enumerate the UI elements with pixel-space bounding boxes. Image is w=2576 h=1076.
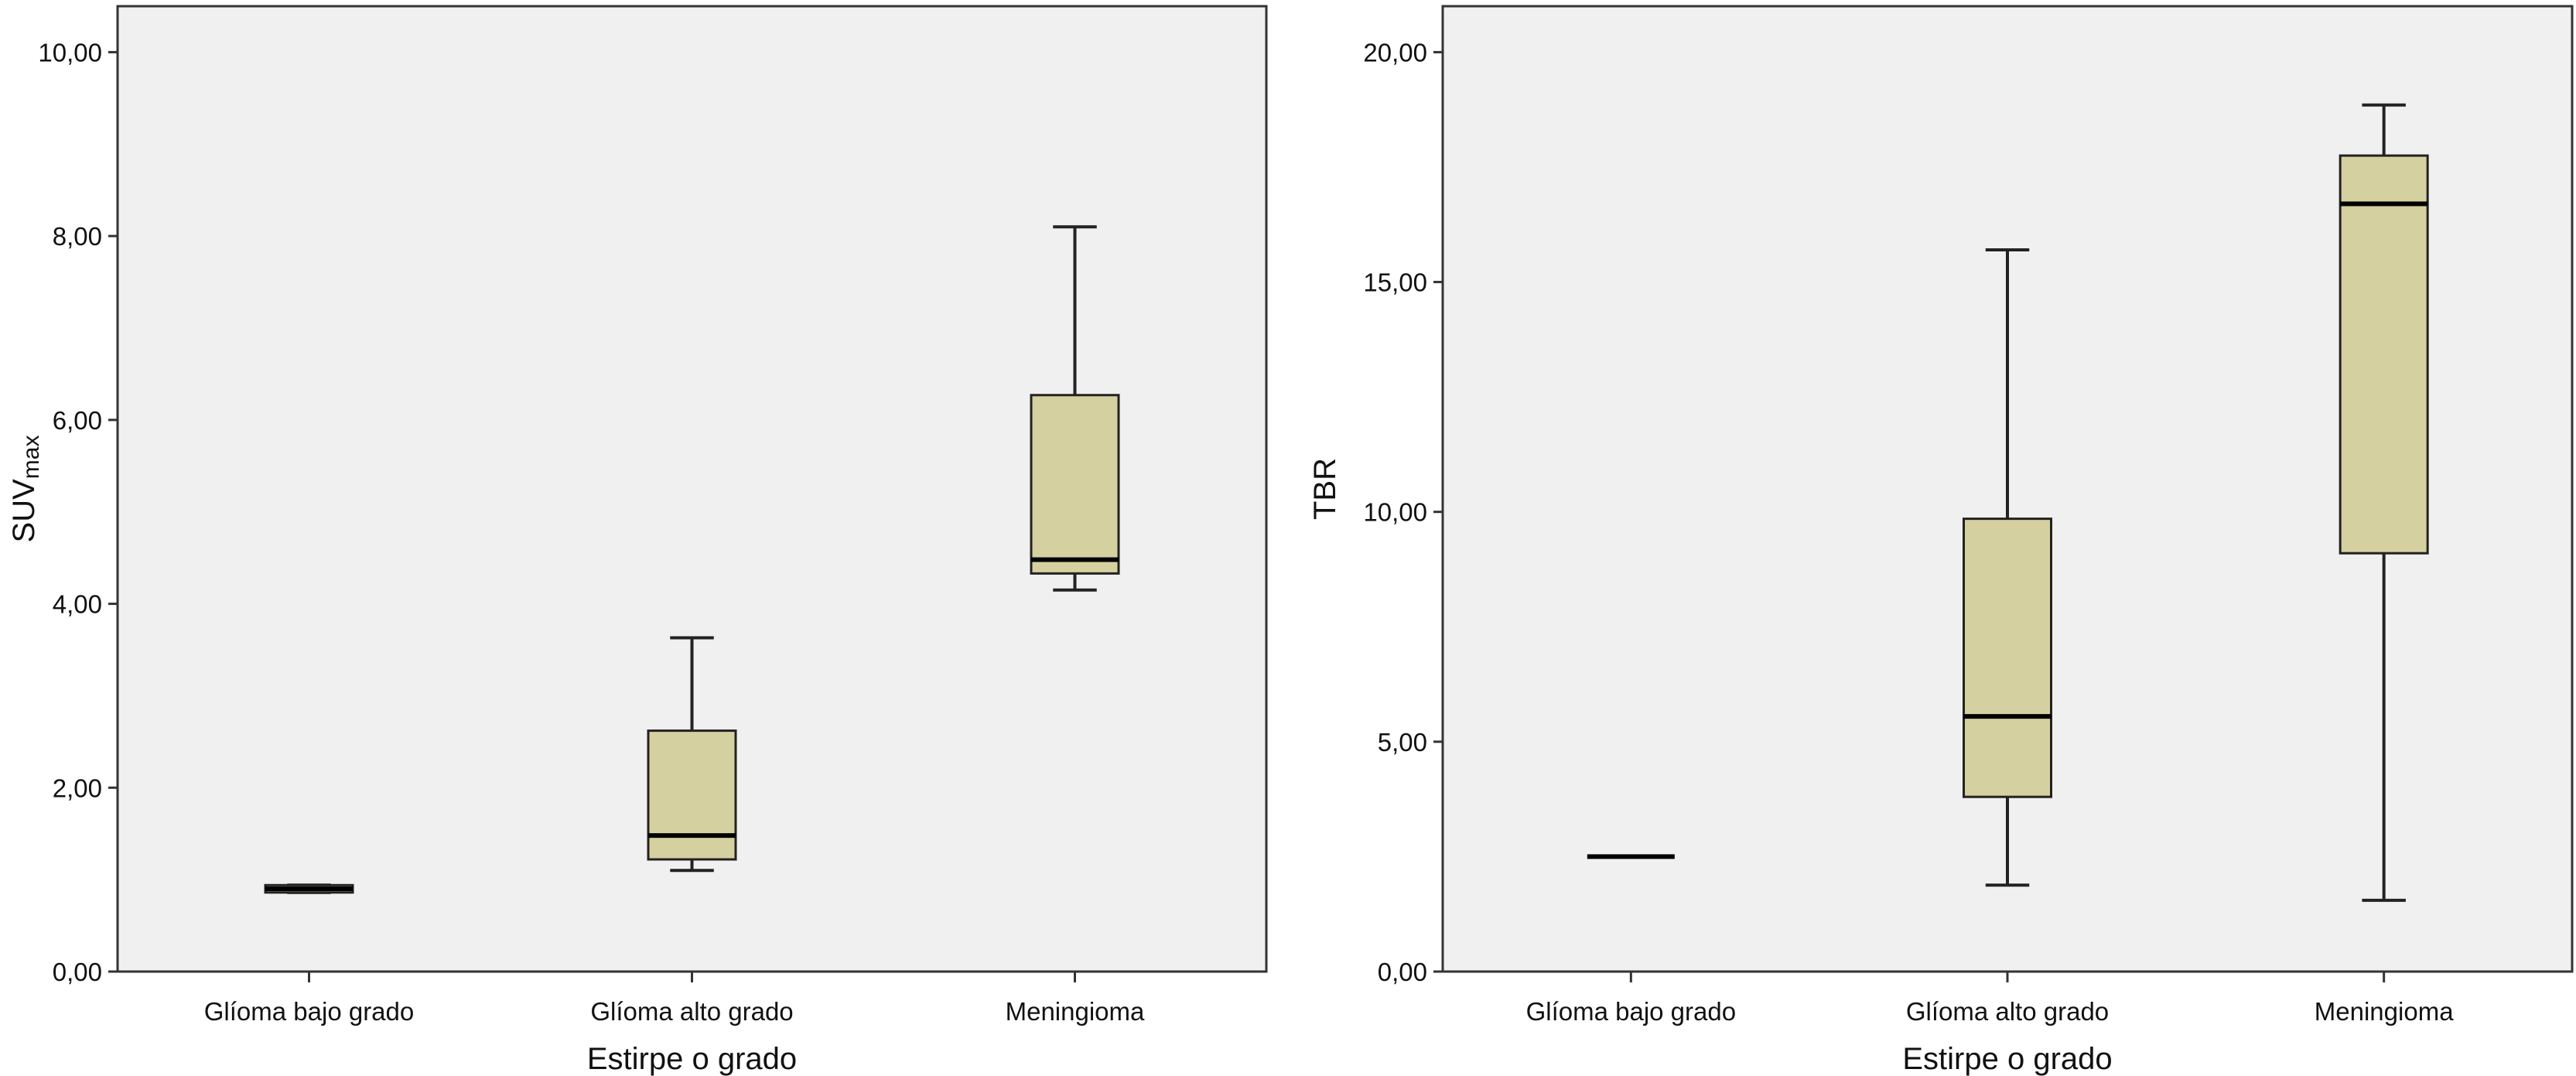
y-tick-label: 2,00: [53, 774, 102, 802]
box-meningioma: [2339, 103, 2429, 902]
y-axis-ticks: 0,00 2,00 4,00 6,00 8,00 10,00: [38, 38, 118, 986]
y-tick-label: 8,00: [53, 222, 102, 251]
x-tick-label: Glíoma alto grado: [590, 997, 793, 1026]
y-axis-title-main: SUV: [7, 479, 41, 543]
box-gl-oma-alto-grado: [1963, 248, 2052, 887]
y-tick-label: 5,00: [1378, 728, 1427, 757]
iqr-box: [2339, 154, 2429, 555]
y-tick-label: 15,00: [1363, 268, 1427, 297]
box-series: [264, 225, 1120, 894]
iqr-box: [647, 729, 737, 861]
y-tick-label: 4,00: [53, 590, 102, 619]
box-gl-oma-alto-grado: [647, 636, 737, 873]
iqr-box: [1030, 394, 1120, 575]
x-tick-label: Glíoma bajo grado: [1526, 997, 1737, 1026]
y-axis-title: TBR: [1308, 458, 1342, 520]
box-gl-oma-bajo-grado: [264, 883, 354, 894]
box-series: [1587, 103, 2429, 902]
y-axis-ticks: 0,00 5,00 10,00 15,00 20,00: [1363, 38, 1443, 986]
x-axis-title: Estirpe o grado: [1902, 1042, 2112, 1076]
iqr-box: [1963, 518, 2052, 798]
y-tick-label: 0,00: [1378, 958, 1427, 986]
x-tick-label: Glíoma bajo grado: [204, 997, 415, 1026]
y-tick-label: 10,00: [38, 38, 102, 67]
y-axis-title-subscript: max: [19, 436, 44, 480]
x-tick-label: Glíoma alto grado: [1906, 997, 2109, 1026]
box-meningioma: [1030, 225, 1120, 592]
x-axis-ticks: Glíoma bajo grado Glíoma alto grado Mening…: [204, 972, 1145, 1026]
suv-boxplot-panel: 0,00 2,00 4,00 6,00 8,00 10,00 Glíoma bajo gr…: [7, 5, 1268, 1076]
y-tick-label: 0,00: [53, 958, 102, 986]
x-tick-label: Meningioma: [1006, 997, 1145, 1026]
x-tick-label: Meningioma: [2315, 997, 2454, 1026]
tbr-boxplot-panel: 0,00 5,00 10,00 15,00 20,00 Glíoma bajo grad…: [1308, 5, 2574, 1076]
y-tick-label: 6,00: [53, 406, 102, 435]
x-axis-ticks: Glíoma bajo grado Glíoma alto grado Mening…: [1526, 972, 2454, 1026]
x-axis-title: Estirpe o grado: [587, 1042, 797, 1076]
y-axis-title: SUVmax: [7, 436, 44, 543]
y-tick-label: 10,00: [1363, 498, 1427, 527]
y-tick-label: 20,00: [1363, 38, 1427, 67]
